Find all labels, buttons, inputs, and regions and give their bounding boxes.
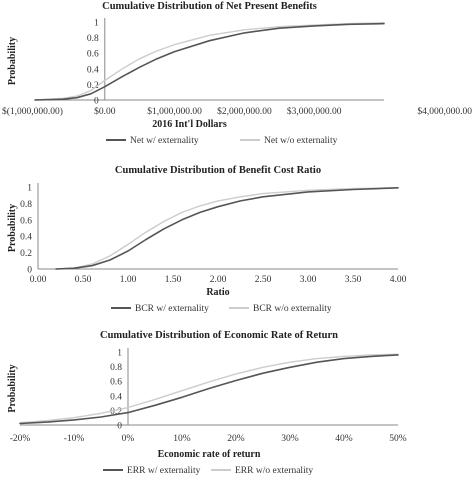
- x-tick-label: $2,000,000.00: [217, 106, 272, 117]
- y-axis-label: Probability: [7, 204, 18, 252]
- legend: Net w/ externality Net w/o externality: [106, 136, 338, 146]
- y-tick-label: 0.6: [87, 50, 99, 60]
- x-tick-label: 1.50: [165, 275, 182, 285]
- legend-label: BCR w/o externality: [253, 304, 332, 314]
- x-tick-label: $3,000,000.00: [287, 106, 342, 117]
- x-tick-label: $(1,000,000.00): [2, 106, 63, 117]
- x-tick-label: 3.50: [345, 275, 362, 285]
- y-tick-label: 0.2: [87, 81, 99, 91]
- x-tick-label: 30%: [281, 434, 299, 444]
- x-tick-label: 4.00: [390, 275, 407, 285]
- x-axis-label: Economic rate of return: [158, 449, 261, 460]
- x-tick-label: 3.00: [300, 275, 317, 285]
- y-tick-label: 0.6: [20, 216, 32, 226]
- x-tick-label: -20%: [10, 434, 31, 444]
- series-line-without-externality: [19, 353, 399, 424]
- chart-title: Cumulative Distribution of Benefit Cost …: [115, 165, 321, 176]
- chart-title: Cumulative Distribution of Net Present B…: [102, 1, 317, 12]
- series-line-with-externality: [34, 22, 385, 101]
- y-tick-label: 0.4: [20, 233, 32, 243]
- y-tick-label: 0: [117, 422, 122, 432]
- legend: BCR w/ externality BCR w/o externality: [111, 304, 332, 314]
- y-tick-label: 0.6: [110, 378, 122, 388]
- x-tick-label: 50%: [389, 434, 407, 444]
- x-tick-label: -10%: [64, 434, 85, 444]
- x-tick-label: 0.00: [30, 275, 47, 285]
- legend-label: ERR w/o externality: [235, 466, 313, 476]
- chart-3: Cumulative Distribution of Economic Rate…: [7, 330, 407, 476]
- y-tick-label: 1: [94, 19, 99, 29]
- y-tick-label: 0.4: [110, 392, 122, 402]
- legend-label: ERR w/ externality: [127, 466, 201, 476]
- legend: ERR w/ externality ERR w/o externality: [103, 466, 313, 476]
- x-tick-label: 10%: [173, 434, 191, 444]
- x-tick-label: $4,000,000.00: [417, 106, 472, 117]
- legend-label: Net w/ externality: [130, 136, 199, 146]
- x-tick-label: $0.00: [94, 106, 116, 117]
- y-tick-label: 0.8: [20, 200, 32, 210]
- legend-label: BCR w/ externality: [135, 304, 209, 314]
- chart-2: Cumulative Distribution of Benefit Cost …: [7, 165, 407, 314]
- y-axis-label: Probability: [7, 37, 18, 85]
- x-tick-label: 20%: [227, 434, 245, 444]
- x-tick-label: 0%: [122, 434, 135, 444]
- y-tick-label: 0: [27, 266, 32, 276]
- x-tick-label: 0.50: [75, 275, 92, 285]
- x-tick-label: 2.00: [210, 275, 227, 285]
- series-line-without-externality: [34, 22, 385, 101]
- x-tick-label: 1.00: [120, 275, 137, 285]
- y-tick-label: 0.8: [87, 34, 99, 44]
- y-tick-label: 0.2: [20, 249, 32, 259]
- y-axis-label: Probability: [7, 364, 18, 412]
- chart-1: Cumulative Distribution of Net Present B…: [2, 1, 472, 146]
- y-tick-label: 0: [94, 97, 99, 107]
- x-tick-label: 2.50: [255, 275, 272, 285]
- legend-label: Net w/o externality: [264, 136, 338, 146]
- y-tick-label: 0.8: [110, 363, 122, 373]
- x-axis-label: Ratio: [206, 287, 229, 298]
- chart-title: Cumulative Distribution of Economic Rate…: [100, 330, 338, 341]
- y-tick-label: 1: [117, 349, 122, 359]
- y-tick-label: 1: [27, 184, 32, 194]
- x-axis-label: 2016 Int'l Dollars: [152, 119, 227, 130]
- x-tick-label: $1,000,000.00: [147, 106, 202, 117]
- series-line-with-externality: [19, 354, 399, 425]
- series-line-with-externality: [55, 187, 399, 270]
- y-tick-label: 0.2: [110, 407, 122, 417]
- x-tick-label: 40%: [335, 434, 353, 444]
- series-line-without-externality: [55, 187, 399, 270]
- y-tick-label: 0.4: [87, 65, 99, 75]
